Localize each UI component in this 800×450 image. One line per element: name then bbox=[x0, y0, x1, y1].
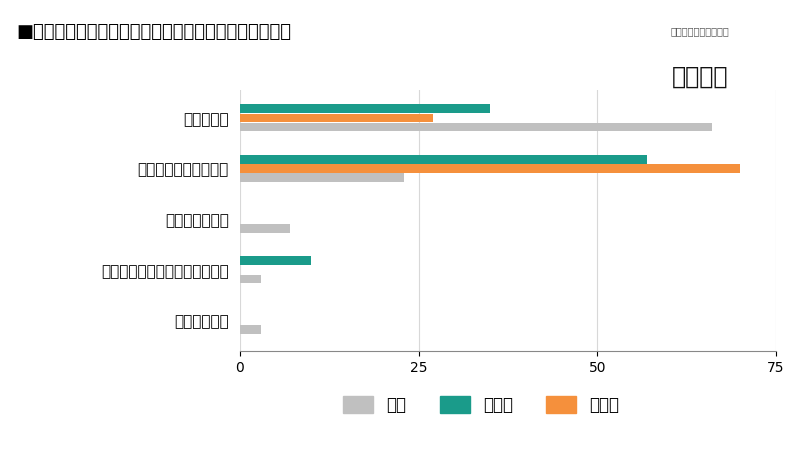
Bar bbox=[240, 256, 311, 265]
Bar bbox=[240, 274, 262, 284]
Text: 選ぶを、もっと楽しく: 選ぶを、もっと楽しく bbox=[670, 27, 730, 36]
Bar bbox=[240, 155, 647, 164]
Text: エラベル: エラベル bbox=[672, 64, 728, 89]
Bar bbox=[240, 123, 712, 131]
Bar bbox=[240, 104, 490, 113]
Bar bbox=[240, 224, 290, 233]
Bar bbox=[240, 113, 433, 122]
Bar bbox=[240, 164, 740, 173]
Bar bbox=[240, 325, 262, 334]
Bar bbox=[240, 173, 404, 182]
Legend: 平均, 静岡県, 岡山県: 平均, 静岡県, 岡山県 bbox=[336, 389, 626, 421]
Text: ■ゴキブリが苦手な人の割合（静岡県・岡山県の場合）: ■ゴキブリが苦手な人の割合（静岡県・岡山県の場合） bbox=[16, 22, 291, 40]
